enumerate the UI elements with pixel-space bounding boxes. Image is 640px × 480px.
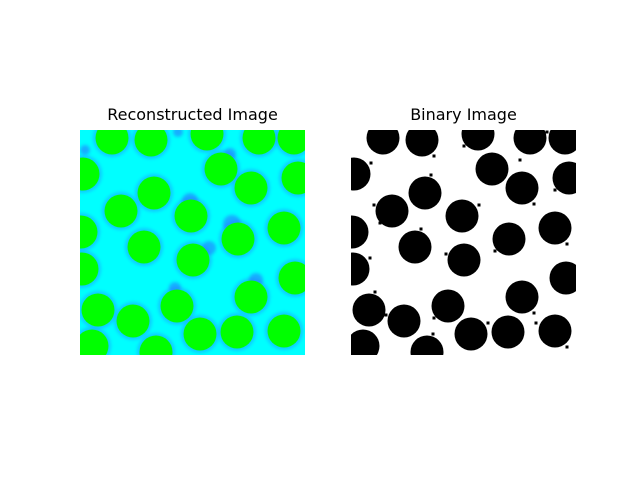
green-particle [281, 161, 305, 195]
green-particle [221, 222, 255, 256]
green-particle [139, 335, 173, 355]
black-particle [408, 176, 442, 210]
binary-speck [462, 144, 466, 148]
binary-speck [553, 188, 557, 192]
binary-speck [384, 313, 388, 317]
black-particle [505, 280, 539, 314]
green-particle [80, 215, 98, 249]
black-particle [505, 171, 539, 205]
green-particle [176, 243, 210, 277]
green-particle [267, 211, 301, 245]
black-particle [351, 329, 380, 355]
green-particle [204, 152, 238, 186]
black-particle [552, 161, 576, 195]
black-particle [398, 230, 432, 264]
binary-speck [565, 345, 569, 349]
green-particle [278, 261, 305, 295]
green-particle [134, 130, 168, 157]
black-particle [492, 222, 526, 256]
binary-speck [565, 242, 569, 246]
green-particle [116, 304, 150, 338]
binary-speck [432, 154, 436, 158]
green-particle [183, 317, 217, 351]
black-particle [538, 314, 572, 348]
black-particle [351, 157, 371, 191]
green-particle [137, 176, 171, 210]
binary-speck [369, 161, 373, 165]
black-particle [366, 130, 400, 155]
reconstructed-image [80, 130, 305, 355]
black-particle [548, 130, 576, 155]
binary-image-panel [351, 130, 576, 355]
green-particle [80, 252, 99, 286]
binary-speck [368, 256, 372, 260]
binary-speck [493, 249, 497, 253]
green-particle [160, 289, 194, 323]
green-particle [242, 130, 276, 155]
black-particle [352, 293, 386, 327]
binary-speck [534, 321, 538, 325]
green-particle [234, 171, 268, 205]
green-particle [234, 280, 268, 314]
black-particle [513, 130, 547, 155]
black-particle [375, 194, 409, 228]
binary-speck [444, 252, 448, 256]
black-particle [475, 152, 509, 186]
green-particle [267, 314, 301, 348]
black-particle [351, 252, 370, 286]
binary-speck [532, 202, 536, 206]
black-particle [491, 315, 525, 349]
black-particle [405, 130, 439, 157]
binary-speck [431, 332, 435, 336]
green-particle [80, 157, 100, 191]
black-particle [549, 261, 576, 295]
black-particle [447, 243, 481, 277]
black-particle [431, 289, 465, 323]
green-particle [81, 293, 115, 327]
binary-speck [532, 311, 536, 315]
green-particle [190, 130, 224, 151]
binary-speck [432, 316, 436, 320]
black-particle [387, 304, 421, 338]
binary-speck [409, 130, 413, 131]
binary-speck [372, 203, 376, 207]
black-particle [351, 215, 369, 249]
binary-speck [429, 173, 433, 177]
reconstructed-image-panel [80, 130, 305, 355]
green-particle [277, 130, 305, 155]
green-particle [174, 199, 208, 233]
reconstructed-image-title: Reconstructed Image [107, 105, 278, 124]
black-particle [538, 211, 572, 245]
binary-speck [378, 221, 382, 225]
green-particle [95, 130, 129, 155]
binary-speck [486, 321, 490, 325]
binary-image [351, 130, 576, 355]
green-particle [220, 315, 254, 349]
black-particle [410, 335, 444, 355]
binary-image-title: Binary Image [410, 105, 517, 124]
binary-speck [518, 158, 522, 162]
black-particle [445, 199, 479, 233]
green-particle [80, 329, 109, 355]
black-particle [461, 130, 495, 151]
blue-halo [173, 130, 183, 137]
binary-speck [477, 203, 481, 207]
black-particle [454, 317, 488, 351]
binary-speck [373, 290, 377, 294]
green-particle [104, 194, 138, 228]
binary-speck [419, 227, 423, 231]
blue-halo [80, 145, 90, 155]
green-particle [127, 230, 161, 264]
binary-speck [545, 130, 549, 134]
